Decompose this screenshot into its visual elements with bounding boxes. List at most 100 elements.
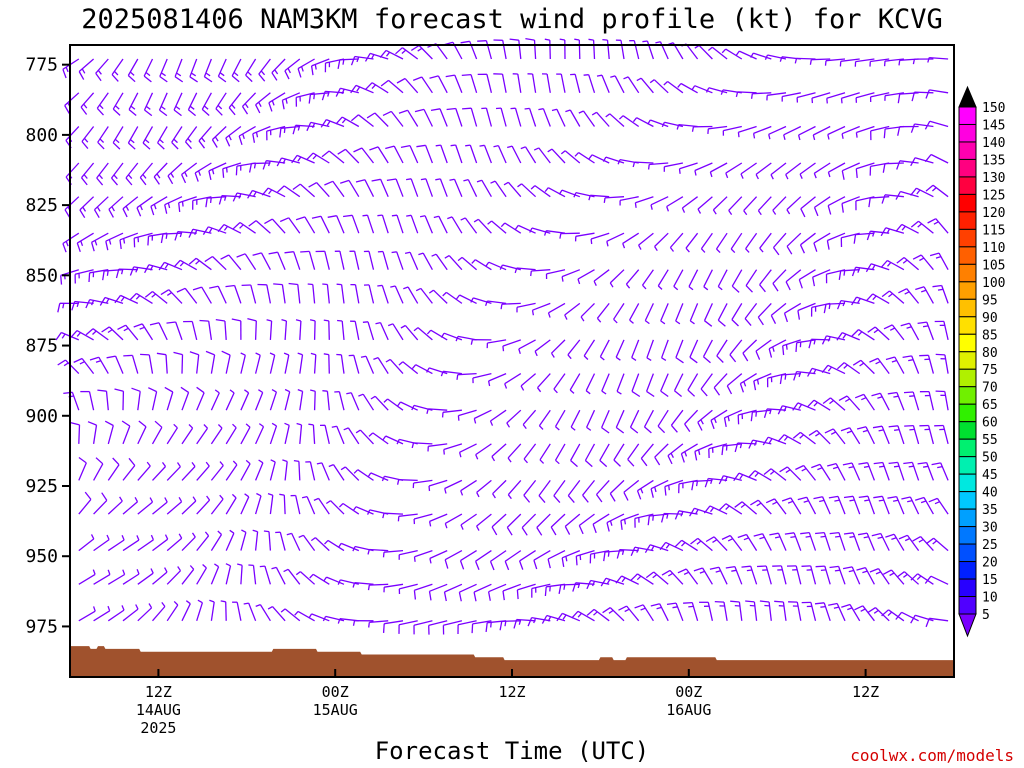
- wind-barb-half-flag: [225, 563, 231, 567]
- wind-barb-shaft: [851, 462, 861, 481]
- wind-barb: [786, 196, 802, 215]
- wind-barb-flag: [88, 272, 91, 283]
- wind-barb-flag: [276, 157, 283, 167]
- wind-barb-flag: [324, 180, 334, 186]
- wind-barb-flag: [222, 168, 225, 178]
- wind-barb-shaft: [911, 355, 920, 374]
- wind-barb-half-flag: [81, 68, 86, 74]
- wind-barb-flag: [932, 284, 942, 288]
- wind-barb-shaft: [398, 513, 418, 517]
- wind-barb: [321, 90, 345, 101]
- wind-barb-flag: [115, 268, 120, 279]
- wind-barb-shaft: [813, 399, 831, 411]
- colorbar-label: 135: [982, 153, 1005, 168]
- wind-barb-half-flag: [309, 319, 316, 322]
- wind-barb-flag: [733, 472, 740, 482]
- wind-barb-half-flag: [640, 488, 644, 494]
- wind-barb-shaft: [79, 196, 95, 211]
- wind-barb-flag: [620, 520, 623, 530]
- wind-barb-half-flag: [92, 569, 96, 575]
- wind-barb-shaft: [444, 583, 463, 593]
- wind-barb-flag: [902, 355, 912, 359]
- wind-barb-half-flag: [750, 52, 754, 58]
- wind-barb-shaft: [517, 583, 536, 591]
- wind-barb-shaft: [122, 425, 131, 445]
- wind-barb-half-flag: [204, 531, 210, 537]
- wind-barb-shaft: [870, 58, 890, 63]
- wind-barb-shaft: [570, 409, 581, 428]
- wind-barb: [522, 409, 537, 429]
- wind-barb-shaft: [935, 218, 949, 234]
- wind-barb-shaft: [297, 284, 301, 304]
- wind-barb: [547, 302, 566, 318]
- wind-barb: [127, 58, 139, 83]
- wind-barb: [745, 600, 758, 621]
- wind-barb: [210, 494, 224, 515]
- wind-barb-shaft: [400, 401, 418, 411]
- wind-barb-shaft: [620, 40, 625, 60]
- wind-barb-shaft: [284, 320, 288, 340]
- wind-barb-half-flag: [308, 613, 313, 619]
- x-tick-label: 2025: [140, 719, 176, 737]
- wind-barb: [208, 162, 227, 181]
- wind-barb: [269, 352, 276, 374]
- wind-barb-half-flag: [878, 499, 884, 502]
- wind-barb: [225, 460, 238, 481]
- wind-barb: [362, 321, 375, 341]
- wind-barb: [391, 214, 404, 234]
- wind-barb: [78, 456, 87, 481]
- wind-barb-flag: [491, 526, 498, 536]
- wind-barb-flag: [661, 569, 671, 576]
- wind-barb: [463, 178, 478, 197]
- wind-barb-shaft: [768, 339, 787, 350]
- x-tick-label: 12Z: [145, 683, 172, 701]
- wind-barb-half-flag: [683, 571, 689, 575]
- wind-barb: [255, 423, 265, 445]
- colorbar-label: 20: [982, 556, 998, 571]
- wind-barb-half-flag: [563, 584, 566, 590]
- wind-barb-shaft: [324, 251, 330, 270]
- wind-barb-flag: [255, 104, 261, 114]
- wind-barb-half-flag: [490, 622, 492, 628]
- wind-barb-shaft: [923, 286, 934, 304]
- wind-barb-flag: [461, 73, 472, 77]
- wind-barb: [443, 443, 463, 455]
- wind-barb-shaft: [808, 532, 817, 551]
- wind-barb: [647, 119, 669, 128]
- wind-barb-shaft: [78, 58, 95, 72]
- wind-barb-shaft: [609, 113, 625, 127]
- wind-barb-half-flag: [285, 98, 288, 104]
- wind-barb-shaft: [491, 220, 507, 234]
- wind-barb-shaft: [104, 296, 124, 305]
- wind-barb: [90, 232, 109, 252]
- wind-barb-half-flag: [574, 152, 580, 157]
- wind-barb-flag: [292, 125, 297, 135]
- wind-barb-shaft: [933, 537, 949, 552]
- wind-barb-shaft: [678, 510, 698, 515]
- wind-barb: [152, 462, 167, 481]
- wind-barb: [650, 196, 669, 210]
- wind-barb-flag: [366, 112, 376, 119]
- wind-barb: [851, 296, 875, 306]
- wind-barb: [295, 319, 302, 340]
- wind-barb: [166, 462, 181, 481]
- wind-barb-half-flag: [506, 422, 511, 428]
- wind-barb: [523, 479, 537, 503]
- wind-barb-half-flag: [919, 257, 925, 262]
- wind-barb-shaft: [742, 339, 758, 354]
- wind-barb-shaft: [81, 358, 95, 374]
- wind-barb-half-flag: [754, 472, 759, 478]
- wind-barb-half-flag: [652, 515, 654, 521]
- wind-barb-shaft: [332, 180, 345, 198]
- wind-barb-half-flag: [271, 389, 277, 393]
- wind-barb: [510, 107, 522, 127]
- wind-barb: [337, 542, 360, 552]
- wind-barb-flag: [136, 207, 142, 217]
- wind-barb: [783, 125, 802, 140]
- wind-barb-half-flag: [65, 241, 69, 247]
- wind-barb: [716, 339, 728, 363]
- wind-barb: [365, 82, 389, 94]
- wind-barb: [910, 573, 934, 585]
- wind-barb-half-flag: [342, 59, 345, 65]
- wind-barb-half-flag: [860, 608, 866, 612]
